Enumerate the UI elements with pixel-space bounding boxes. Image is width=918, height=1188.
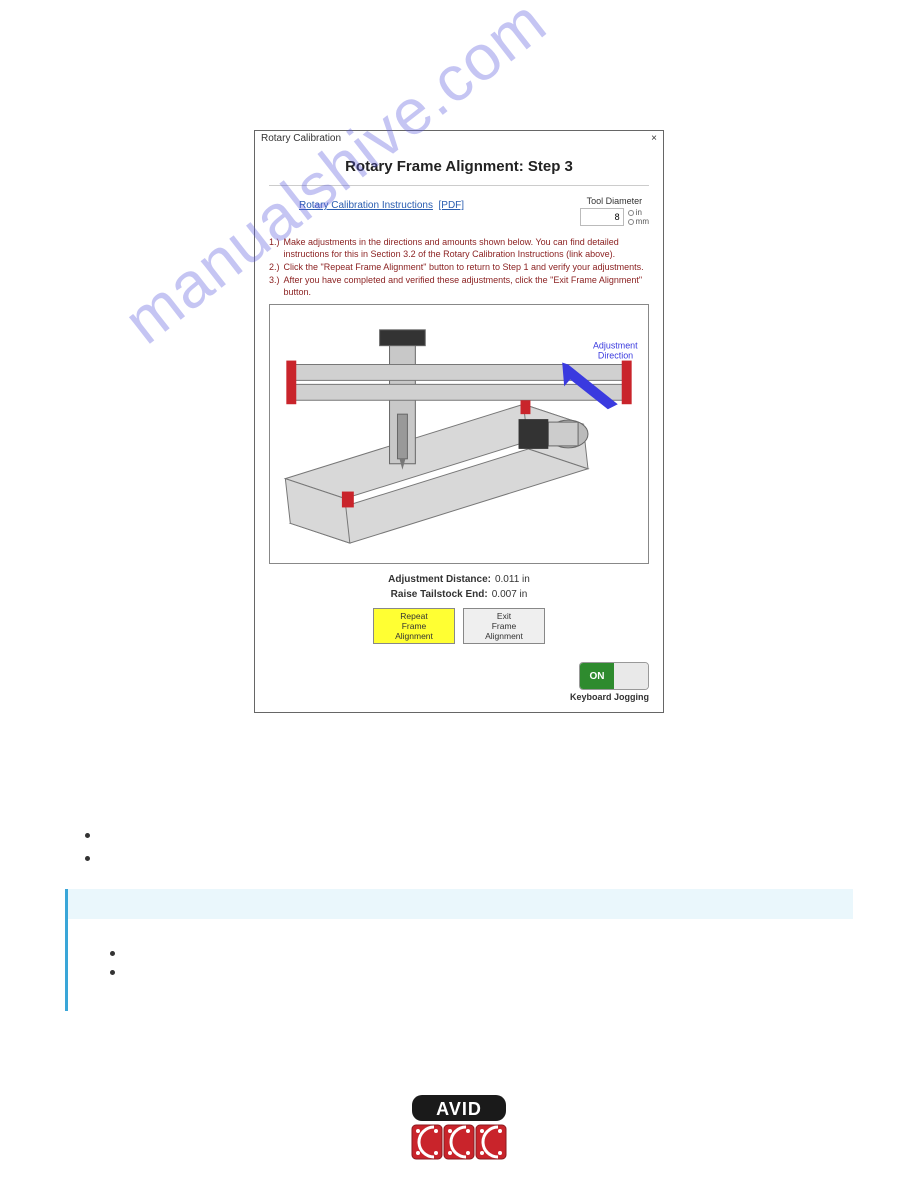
keyboard-jogging-label: Keyboard Jogging — [570, 692, 649, 702]
cnc-diagram: Adjustment Direction — [269, 304, 649, 564]
svg-text:AVID: AVID — [436, 1099, 482, 1119]
annotation-adjustment: Adjustment — [593, 341, 638, 351]
raise-tailstock-label: Raise Tailstock End: — [391, 589, 488, 600]
exit-frame-alignment-button[interactable]: Exit Frame Alignment — [463, 608, 545, 644]
raise-tailstock-value: 0.007 in — [492, 589, 528, 600]
instructions-list: 1.)Make adjustments in the directions an… — [269, 236, 649, 298]
dialog-titlebar: Rotary Calibration × — [255, 131, 663, 146]
unit-mm-radio[interactable]: mm — [628, 217, 649, 226]
tool-diameter-block: Tool Diameter in mm — [580, 196, 649, 226]
dialog-window-title: Rotary Calibration — [261, 133, 341, 144]
toggle-on-label: ON — [580, 663, 614, 689]
step-heading: Rotary Frame Alignment: Step 3 — [269, 152, 649, 185]
repeat-frame-alignment-button[interactable]: Repeat Frame Alignment — [373, 608, 455, 644]
keyboard-jogging-toggle[interactable]: ON — [579, 662, 649, 690]
list-item — [110, 970, 115, 975]
instruction-item: 3.)After you have completed and verified… — [269, 274, 649, 298]
note-callout — [65, 889, 853, 1011]
toggle-off-side — [614, 663, 648, 689]
close-icon[interactable]: × — [651, 133, 657, 144]
instruction-item: 1.)Make adjustments in the directions an… — [269, 236, 649, 260]
calibration-pdf-link[interactable]: [PDF] — [439, 200, 465, 211]
instructions-links: Rotary Calibration Instructions [PDF] — [269, 196, 464, 211]
divider — [269, 185, 649, 186]
body-bullet-list — [85, 833, 863, 861]
instruction-item: 2.)Click the "Repeat Frame Alignment" bu… — [269, 261, 649, 273]
tool-diameter-label: Tool Diameter — [580, 196, 649, 206]
footer-logo: AVID — [0, 1093, 918, 1166]
annotation-direction: Direction — [598, 351, 633, 361]
adjustment-distance-value: 0.011 in — [495, 574, 530, 585]
adjustment-distance-label: Adjustment Distance: — [388, 574, 491, 585]
unit-in-radio[interactable]: in — [628, 208, 649, 217]
rotary-calibration-dialog: Rotary Calibration × Rotary Frame Alignm… — [254, 130, 664, 713]
list-item — [85, 856, 90, 861]
tool-diameter-input[interactable] — [580, 208, 624, 226]
list-item — [110, 951, 115, 956]
list-item — [85, 833, 90, 838]
note-header-strip — [68, 889, 853, 919]
calibration-instructions-link[interactable]: Rotary Calibration Instructions — [299, 200, 433, 211]
results-block: Adjustment Distance: 0.011 in Raise Tails… — [269, 574, 649, 600]
